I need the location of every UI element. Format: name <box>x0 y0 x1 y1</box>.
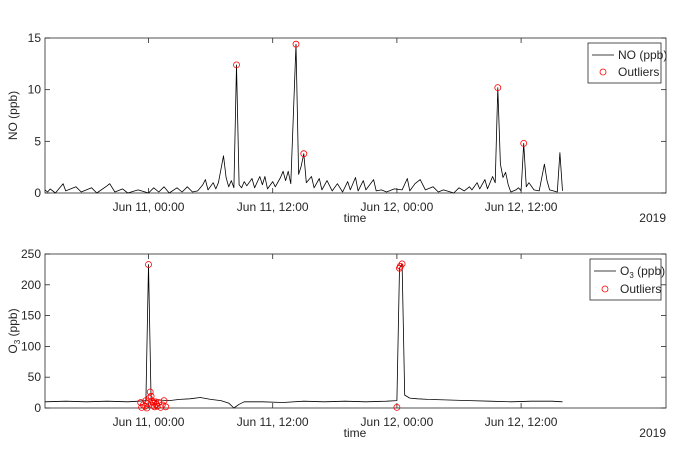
no-y-tick-label: 5 <box>34 134 41 148</box>
o3-series-line <box>44 263 563 409</box>
o3-legend-outlier-swatch <box>601 285 609 293</box>
o3-panel: 0 50 100 150 200 250 Jun 11, 00:00 Jun 11, 12:… <box>6 247 667 440</box>
no-x-tick-label: Jun 12, 00:00 <box>361 200 434 214</box>
o3-y-tick-label: 100 <box>21 339 41 353</box>
o3-outlier-marker <box>146 388 154 396</box>
no-legend: NO (ppb) Outliers <box>587 42 667 84</box>
o3-outlier-marker <box>143 404 151 412</box>
no-legend-label-series: NO (ppb) <box>618 48 667 62</box>
o3-y-tick-label: 0 <box>34 401 41 415</box>
no-y-tick-label: 10 <box>28 83 42 97</box>
no-panel: 0 5 10 15 Jun 11, 00:00 Jun 11, 12:00 Jun 12,… <box>6 31 667 225</box>
no-year-label: 2019 <box>639 211 666 225</box>
o3-x-ticks: Jun 11, 00:00 Jun 11, 12:00 Jun 12, 00:00 J… <box>113 254 558 429</box>
o3-outlier-marker <box>148 397 156 405</box>
o3-outlier-marker <box>393 403 401 411</box>
no-plot-area <box>44 40 563 194</box>
no-x-axis-label: time <box>344 211 367 225</box>
no-outlier-marker <box>300 150 308 158</box>
no-y-ticks: 0 5 10 15 <box>28 31 666 200</box>
o3-x-tick-label: Jun 11, 12:00 <box>237 415 309 429</box>
no-outlier-marker <box>494 84 502 91</box>
o3-x-tick-label: Jun 11, 00:00 <box>113 415 185 429</box>
o3-outlier-marker <box>138 403 146 411</box>
no-legend-box <box>587 42 662 84</box>
o3-outlier-marker <box>147 392 155 400</box>
no-x-tick-label: Jun 12, 12:00 <box>485 200 558 214</box>
o3-y-ticks: 0 50 100 150 200 250 <box>21 247 666 415</box>
no-legend-label-outliers: Outliers <box>618 65 659 79</box>
o3-year-label: 2019 <box>639 426 666 440</box>
o3-legend: O3 (ppb) Outliers <box>589 258 665 301</box>
o3-legend-label-series: O3 (ppb) <box>620 264 665 280</box>
o3-y-tick-label: 50 <box>28 370 42 384</box>
o3-outlier-marker <box>153 402 161 410</box>
o3-y-tick-label: 150 <box>21 309 41 323</box>
o3-y-tick-label: 200 <box>21 278 41 292</box>
o3-x-tick-label: Jun 12, 12:00 <box>485 415 558 429</box>
o3-outlier-marker <box>398 260 406 268</box>
o3-outlier-marker <box>145 261 152 268</box>
o3-outlier-marker <box>160 397 168 405</box>
no-series-line <box>44 43 563 194</box>
o3-legend-label-outliers: Outliers <box>620 282 661 296</box>
o3-legend-box <box>589 258 662 301</box>
no-legend-outlier-swatch <box>599 68 607 76</box>
no-x-tick-label: Jun 11, 12:00 <box>237 200 309 214</box>
o3-y-axis-label: O3 (ppb) <box>6 308 22 353</box>
o3-axes-box <box>44 253 667 409</box>
o3-y-tick-label: 250 <box>21 247 41 261</box>
o3-outlier-marker <box>396 262 404 270</box>
o3-x-axis-label: time <box>344 426 367 440</box>
no-axes-box <box>44 37 667 194</box>
o3-x-tick-label: Jun 12, 00:00 <box>361 415 434 429</box>
no-y-tick-label: 0 <box>34 186 41 200</box>
no-outlier-marker <box>292 40 300 48</box>
o3-outlier-marker <box>158 401 166 409</box>
no-outlier-marker <box>233 61 240 69</box>
no-y-tick-label: 15 <box>28 31 42 45</box>
no-y-axis-label: NO (ppb) <box>6 91 20 140</box>
no-outlier-marker <box>520 139 528 147</box>
o3-plot-area <box>44 260 563 412</box>
no-x-tick-label: Jun 11, 00:00 <box>113 200 185 214</box>
o3-outlier-marker <box>162 403 170 411</box>
no-x-ticks: Jun 11, 00:00 Jun 11, 12:00 Jun 12, 00:00 J… <box>113 38 558 214</box>
